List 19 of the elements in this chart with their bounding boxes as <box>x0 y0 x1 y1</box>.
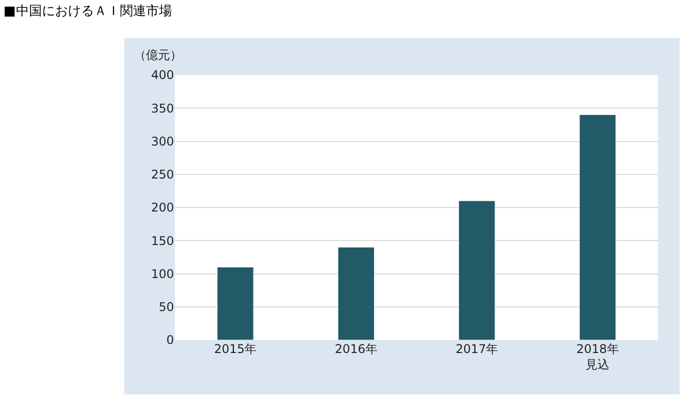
y-tick-label: 400 <box>151 68 174 82</box>
x-tick-label: 2018年見込 <box>576 342 619 372</box>
y-tick-label: 350 <box>151 101 174 116</box>
y-tick-label: 250 <box>151 168 174 182</box>
y-tick-label: 100 <box>151 266 174 281</box>
bar <box>458 200 496 340</box>
bar <box>579 114 616 340</box>
y-tick-label: 200 <box>151 200 174 215</box>
y-tick-label: 300 <box>151 134 174 148</box>
y-tick-label: 50 <box>158 300 174 314</box>
y-axis-title: （億元） <box>134 48 182 62</box>
x-tick-label: 2016年 <box>334 342 378 356</box>
y-tick-label: 150 <box>151 234 174 248</box>
bar <box>338 247 374 340</box>
y-tick-label: 0 <box>166 333 174 348</box>
x-tick-label: 2017年 <box>456 342 498 356</box>
chart-title: ■中国におけるＡＩ関連市場 <box>4 4 172 20</box>
x-tick-label: 2015年 <box>214 342 257 356</box>
bar <box>217 266 254 340</box>
